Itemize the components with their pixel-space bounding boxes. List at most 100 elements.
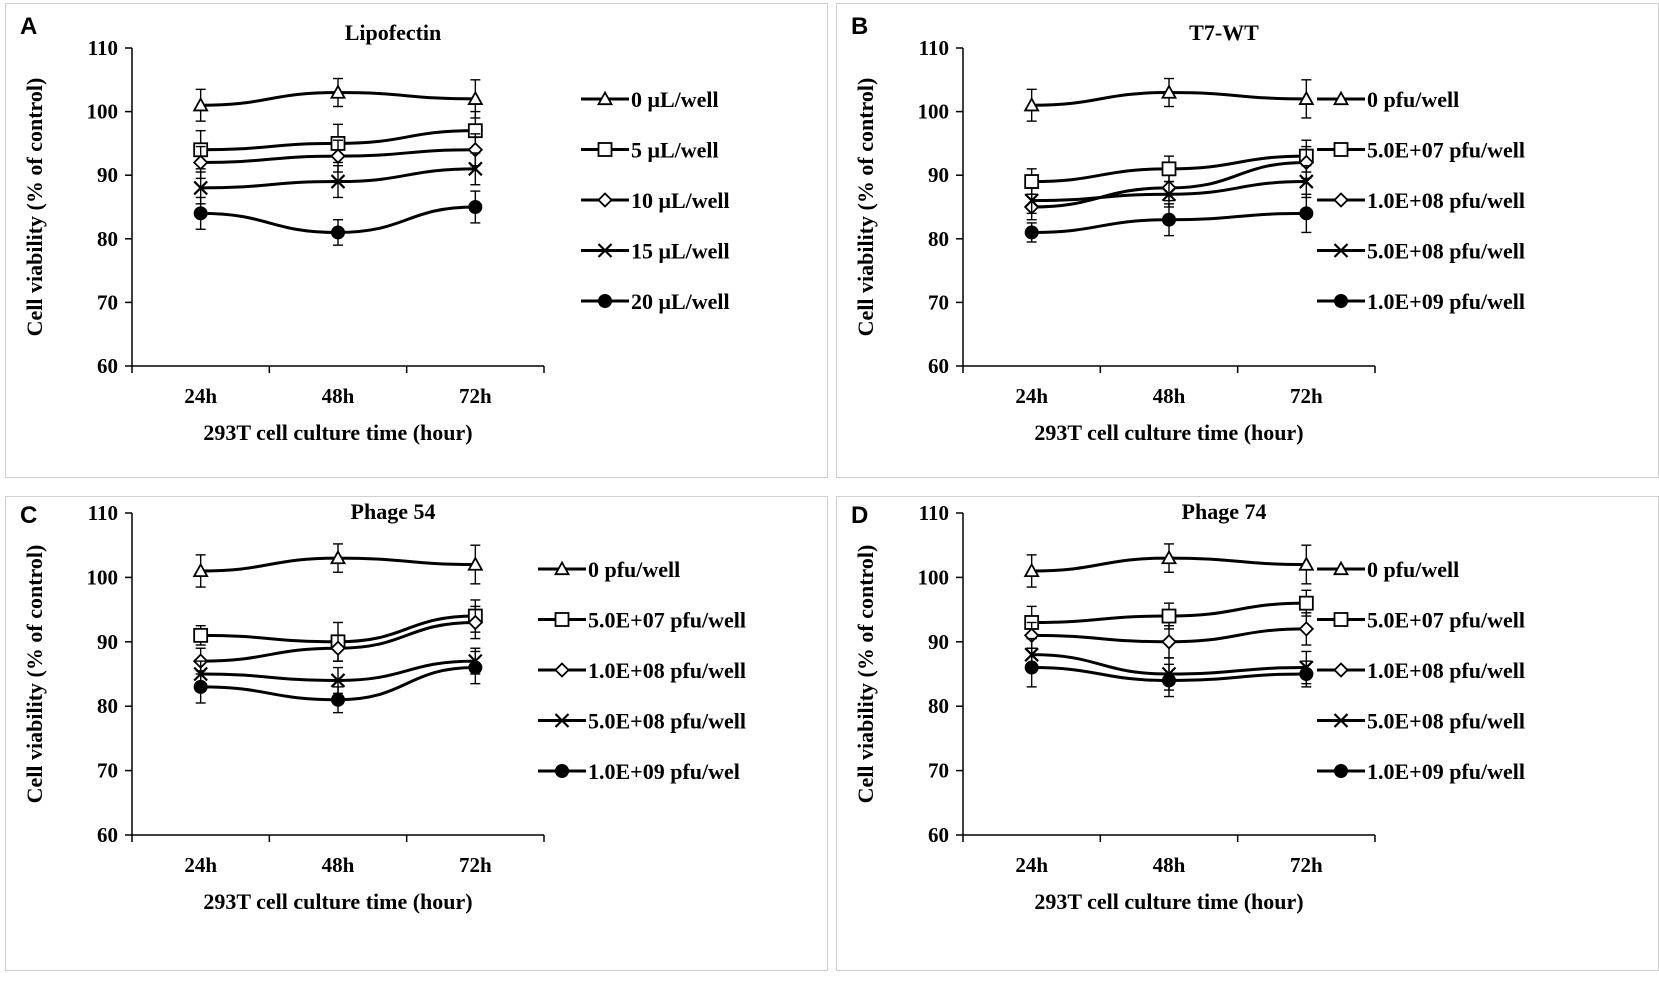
x-tick-label: 24h (1015, 853, 1048, 877)
legend-item: 1.0E+08 pfu/well (538, 658, 746, 683)
x-tick-label: 48h (1153, 853, 1186, 877)
legend-marker (1332, 560, 1350, 576)
y-axis-label: Cell viability (% of control) (22, 545, 47, 804)
legend-marker (597, 243, 613, 258)
data-point (1023, 562, 1040, 578)
x-tick-label: 72h (1290, 384, 1323, 408)
legend-item: 0 pfu/well (1317, 557, 1459, 582)
legend-item: 5.0E+08 pfu/well (1317, 709, 1525, 734)
legend-marker (554, 662, 570, 678)
x-axis-label: 293T cell culture time (hour) (1034, 889, 1303, 914)
legend-item: 5.0E+07 pfu/well (1317, 138, 1525, 163)
data-point (1298, 90, 1315, 105)
legend-item: 1.0E+09 pfu/well (1317, 759, 1525, 784)
data-point (330, 148, 346, 164)
y-tick-label: 70 (928, 759, 949, 783)
legend-item: 0 μL/well (581, 87, 719, 112)
y-axis-label: Cell viability (% of control) (22, 78, 47, 337)
y-tick-label: 110 (88, 36, 118, 60)
chart-panel-c: C Phage 54 60 70 80 90 100 110 24h 48h 72h 293T cel… (5, 496, 828, 971)
y-tick-label: 80 (97, 694, 118, 718)
legend-marker (1333, 142, 1349, 157)
panel-letter: C (20, 502, 37, 529)
chart-svg: A Lipofectin 60 70 80 90 100 110 24h 48h 72h 293T c… (20, 13, 730, 445)
legend-item: 5.0E+08 pfu/well (538, 709, 746, 734)
y-axis-label: Cell viability (% of control) (853, 78, 878, 337)
y-tick-label: 80 (97, 227, 118, 251)
y-tick-label: 60 (928, 823, 949, 847)
legend-label: 20 μL/well (631, 289, 730, 314)
legend-marker (598, 294, 612, 308)
y-tick-label: 100 (918, 565, 950, 589)
y-tick-label: 90 (928, 163, 949, 187)
series-5 (1024, 193, 1314, 243)
data-point (330, 640, 346, 657)
legend-marker (1333, 662, 1349, 678)
y-tick-label: 90 (928, 630, 949, 654)
data-point (1024, 225, 1039, 240)
y-tick-label: 90 (97, 630, 118, 654)
chart-svg: D Phage 74 60 70 80 90 100 110 24h 48h 72h 293T cel… (851, 499, 1525, 914)
x-tick-label: 72h (459, 384, 492, 408)
panel-letter: B (851, 13, 868, 40)
series-4 (1024, 164, 1314, 215)
y-tick-label: 60 (97, 354, 118, 378)
legend-label: 1.0E+09 pfu/wel (588, 759, 740, 784)
legend-item: 1.0E+09 pfu/well (1317, 289, 1525, 314)
x-tick-label: 72h (1290, 853, 1323, 877)
chart-title: T7-WT (1189, 20, 1259, 45)
data-point (1160, 549, 1178, 565)
panel-letter: D (851, 502, 868, 529)
legend-label: 5.0E+08 pfu/well (1367, 239, 1525, 264)
y-tick-label: 60 (928, 354, 949, 378)
data-point (192, 154, 209, 171)
series-5 (1024, 647, 1314, 698)
legend-marker (597, 192, 613, 208)
x-axis-label: 293T cell culture time (hour) (1034, 420, 1303, 445)
data-point (1298, 595, 1314, 611)
legend-label: 15 μL/well (631, 239, 730, 264)
legend-marker (554, 713, 570, 728)
chart-title: Phage 74 (1182, 499, 1267, 524)
legend-marker (553, 560, 571, 576)
chart-title: Lipofectin (345, 20, 442, 45)
legend-label: 5.0E+07 pfu/well (1367, 608, 1525, 633)
legend-item: 0 pfu/well (538, 557, 680, 582)
x-tick-label: 48h (1153, 384, 1186, 408)
y-tick-label: 90 (97, 163, 118, 187)
data-point (1299, 206, 1314, 221)
legend-marker (1333, 192, 1349, 208)
data-point (1299, 174, 1314, 189)
legend-marker (1333, 713, 1349, 728)
y-tick-label: 80 (928, 227, 949, 251)
legend-label: 1.0E+08 pfu/well (1367, 188, 1525, 213)
legend-label: 5 μL/well (631, 138, 719, 163)
data-point (467, 614, 484, 631)
legend-label: 1.0E+08 pfu/well (1367, 658, 1525, 683)
legend-marker (1334, 764, 1348, 778)
chart-svg: C Phage 54 60 70 80 90 100 110 24h 48h 72h 293T cel… (20, 499, 746, 914)
x-tick-label: 24h (184, 384, 217, 408)
data-point (1161, 608, 1177, 624)
legend-marker (1332, 90, 1350, 106)
x-axis-label: 293T cell culture time (hour) (203, 889, 472, 914)
y-tick-label: 70 (97, 290, 118, 314)
series-1 (1023, 543, 1315, 588)
data-point (193, 180, 208, 196)
legend-label: 0 μL/well (631, 87, 719, 112)
y-tick-label: 110 (919, 36, 949, 60)
y-axis-label: Cell viability (% of control) (853, 545, 878, 804)
data-point (1024, 174, 1040, 189)
x-axis-label: 293T cell culture time (hour) (203, 420, 472, 445)
data-point (330, 673, 346, 688)
y-tick-label: 80 (928, 694, 949, 718)
data-point (331, 692, 345, 707)
legend-item: 0 pfu/well (1317, 87, 1459, 112)
legend-marker (1333, 243, 1349, 258)
data-point (1161, 634, 1177, 650)
series-4 (193, 152, 483, 205)
data-point (329, 549, 347, 565)
data-point (193, 206, 208, 221)
chart-svg: B T7-WT 60 70 80 90 100 110 24h 48h 72h 293T cell c… (851, 13, 1525, 445)
legend-marker (555, 764, 569, 778)
